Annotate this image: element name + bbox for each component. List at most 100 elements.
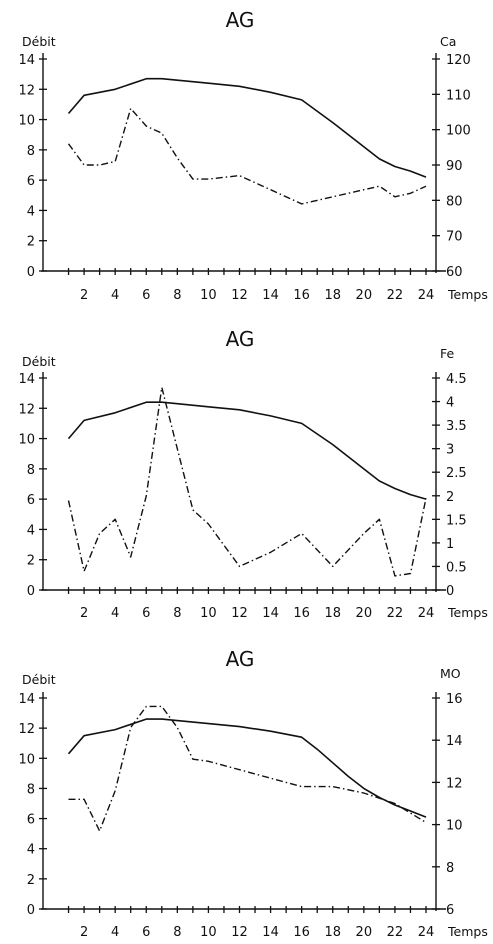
x-axis-label: Temps — [447, 287, 488, 302]
y2-tick-label: 2.5 — [446, 466, 467, 481]
y-axis-label: Débit — [22, 672, 56, 687]
x-tick-label: 22 — [387, 925, 404, 940]
y-tick-label: 4 — [27, 204, 35, 219]
y-tick-label: 14 — [18, 692, 35, 707]
x-tick-label: 10 — [200, 288, 217, 303]
x-tick-label: 24 — [418, 288, 435, 303]
x-tick-label: 16 — [293, 606, 310, 621]
x-tick-label: 4 — [111, 606, 119, 621]
x-tick-label: 12 — [231, 288, 248, 303]
y-tick-label: 4 — [27, 843, 35, 858]
y-tick-label: 6 — [27, 813, 35, 828]
x-tick-label: 8 — [173, 925, 181, 940]
x-tick-label: 16 — [293, 925, 310, 940]
x-axis-label: Temps — [447, 605, 488, 620]
y-tick-label: 0 — [27, 903, 35, 918]
x-tick-label: 10 — [200, 606, 217, 621]
y-tick-label: 12 — [18, 402, 35, 417]
series-line-ca — [67, 107, 427, 205]
x-tick-label: 8 — [173, 606, 181, 621]
y-tick-label: 0 — [27, 265, 35, 280]
y2-tick-label: 4.5 — [446, 372, 467, 387]
y-tick-label: 14 — [18, 53, 35, 68]
x-tick-label: 22 — [387, 606, 404, 621]
x-tick-label: 20 — [356, 925, 373, 940]
y-tick-label: 2 — [27, 235, 35, 250]
y2-tick-label: 100 — [446, 124, 471, 139]
y2-tick-label: 1 — [446, 537, 454, 552]
y-axis-label: Débit — [22, 34, 56, 49]
y-tick-label: 4 — [27, 523, 35, 538]
y-tick-label: 8 — [27, 144, 35, 159]
x-tick-label: 18 — [324, 925, 341, 940]
x-tick-label: 14 — [262, 606, 279, 621]
y2-axis-label: Ca — [440, 34, 456, 49]
x-tick-label: 24 — [418, 606, 435, 621]
x-tick-label: 12 — [231, 925, 248, 940]
chart-title: AG — [226, 8, 255, 32]
y2-tick-label: 110 — [446, 88, 471, 103]
y-tick-label: 12 — [18, 83, 35, 98]
y-tick-label: 0 — [27, 584, 35, 599]
series-line-mo — [68, 705, 427, 832]
y-tick-label: 2 — [27, 873, 35, 888]
x-tick-label: 22 — [387, 288, 404, 303]
x-tick-label: 2 — [80, 288, 88, 303]
x-tick-label: 12 — [231, 606, 248, 621]
y-tick-label: 12 — [18, 722, 35, 737]
y2-axis-label: Fe — [440, 346, 455, 361]
y-tick-label: 8 — [27, 463, 35, 478]
y2-tick-label: 16 — [446, 692, 463, 707]
x-tick-label: 8 — [173, 288, 181, 303]
y2-tick-label: 4 — [446, 396, 454, 411]
y2-tick-label: 14 — [446, 734, 463, 749]
x-axis-label: Temps — [447, 924, 488, 939]
x-tick-label: 4 — [111, 925, 119, 940]
x-tick-label: 20 — [356, 606, 373, 621]
y-tick-label: 10 — [18, 433, 35, 448]
y2-tick-label: 3.5 — [446, 419, 467, 434]
y-tick-label: 6 — [27, 174, 35, 189]
y2-tick-label: 6 — [446, 903, 454, 918]
x-tick-label: 14 — [262, 925, 279, 940]
x-tick-label: 4 — [111, 288, 119, 303]
series-line-debit — [67, 718, 427, 818]
y2-tick-label: 10 — [446, 819, 463, 834]
y-tick-label: 8 — [27, 782, 35, 797]
y2-tick-label: 1.5 — [446, 513, 467, 528]
x-tick-label: 6 — [142, 606, 150, 621]
y2-tick-label: 80 — [446, 194, 463, 209]
chart-title: AG — [226, 647, 255, 671]
series-line-fe — [67, 386, 427, 577]
chart-title: AG — [226, 327, 255, 351]
x-tick-label: 18 — [324, 606, 341, 621]
x-tick-label: 14 — [262, 288, 279, 303]
x-tick-label: 2 — [80, 606, 88, 621]
x-tick-label: 10 — [200, 925, 217, 940]
y2-tick-label: 120 — [446, 53, 471, 68]
y2-tick-label: 8 — [446, 861, 454, 876]
y2-tick-label: 0 — [446, 584, 454, 599]
y2-tick-label: 90 — [446, 159, 463, 174]
y-tick-label: 14 — [18, 372, 35, 387]
y-tick-label: 2 — [27, 554, 35, 569]
y2-axis-label: MO — [440, 666, 461, 681]
y2-tick-label: 0.5 — [446, 560, 467, 575]
x-tick-label: 6 — [142, 288, 150, 303]
x-tick-label: 6 — [142, 925, 150, 940]
y-tick-label: 10 — [18, 752, 35, 767]
x-tick-label: 18 — [324, 288, 341, 303]
y2-tick-label: 70 — [446, 230, 463, 245]
y-axis-label: Débit — [22, 354, 56, 369]
y-tick-label: 6 — [27, 493, 35, 508]
series-line-debit — [67, 77, 427, 178]
y2-tick-label: 3 — [446, 443, 454, 458]
x-tick-label: 2 — [80, 925, 88, 940]
y2-tick-label: 12 — [446, 776, 463, 791]
y2-tick-label: 60 — [446, 265, 463, 280]
x-tick-label: 20 — [356, 288, 373, 303]
y2-tick-label: 2 — [446, 490, 454, 505]
